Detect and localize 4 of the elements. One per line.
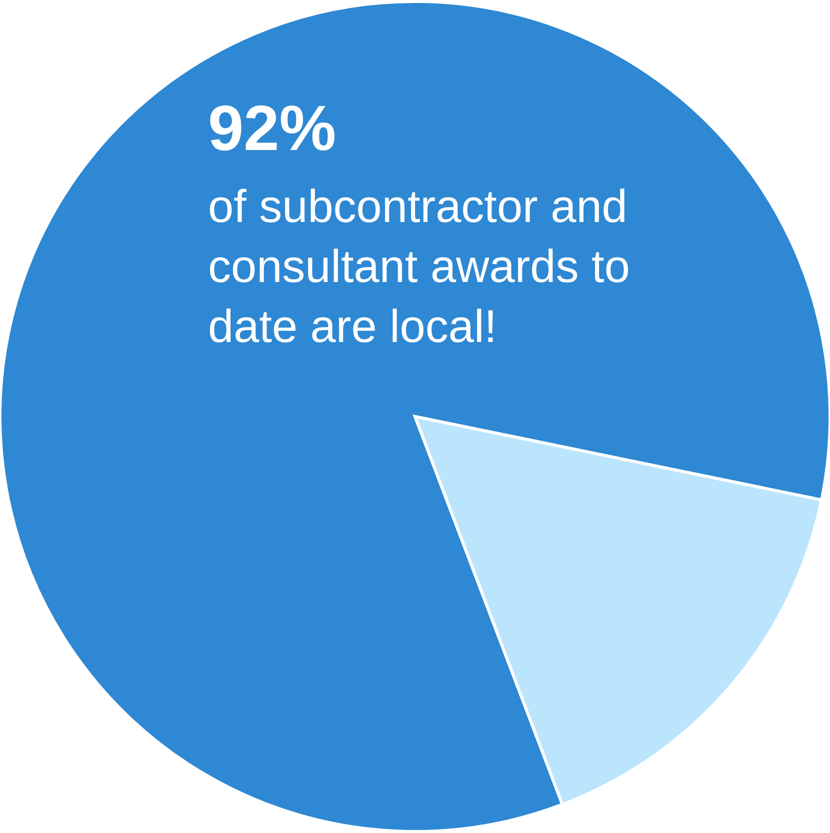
text: 92%: [208, 92, 336, 164]
text: of subcontractor and: [208, 180, 628, 232]
text: consultant awards to: [208, 240, 630, 292]
text: date are local!: [208, 300, 497, 352]
